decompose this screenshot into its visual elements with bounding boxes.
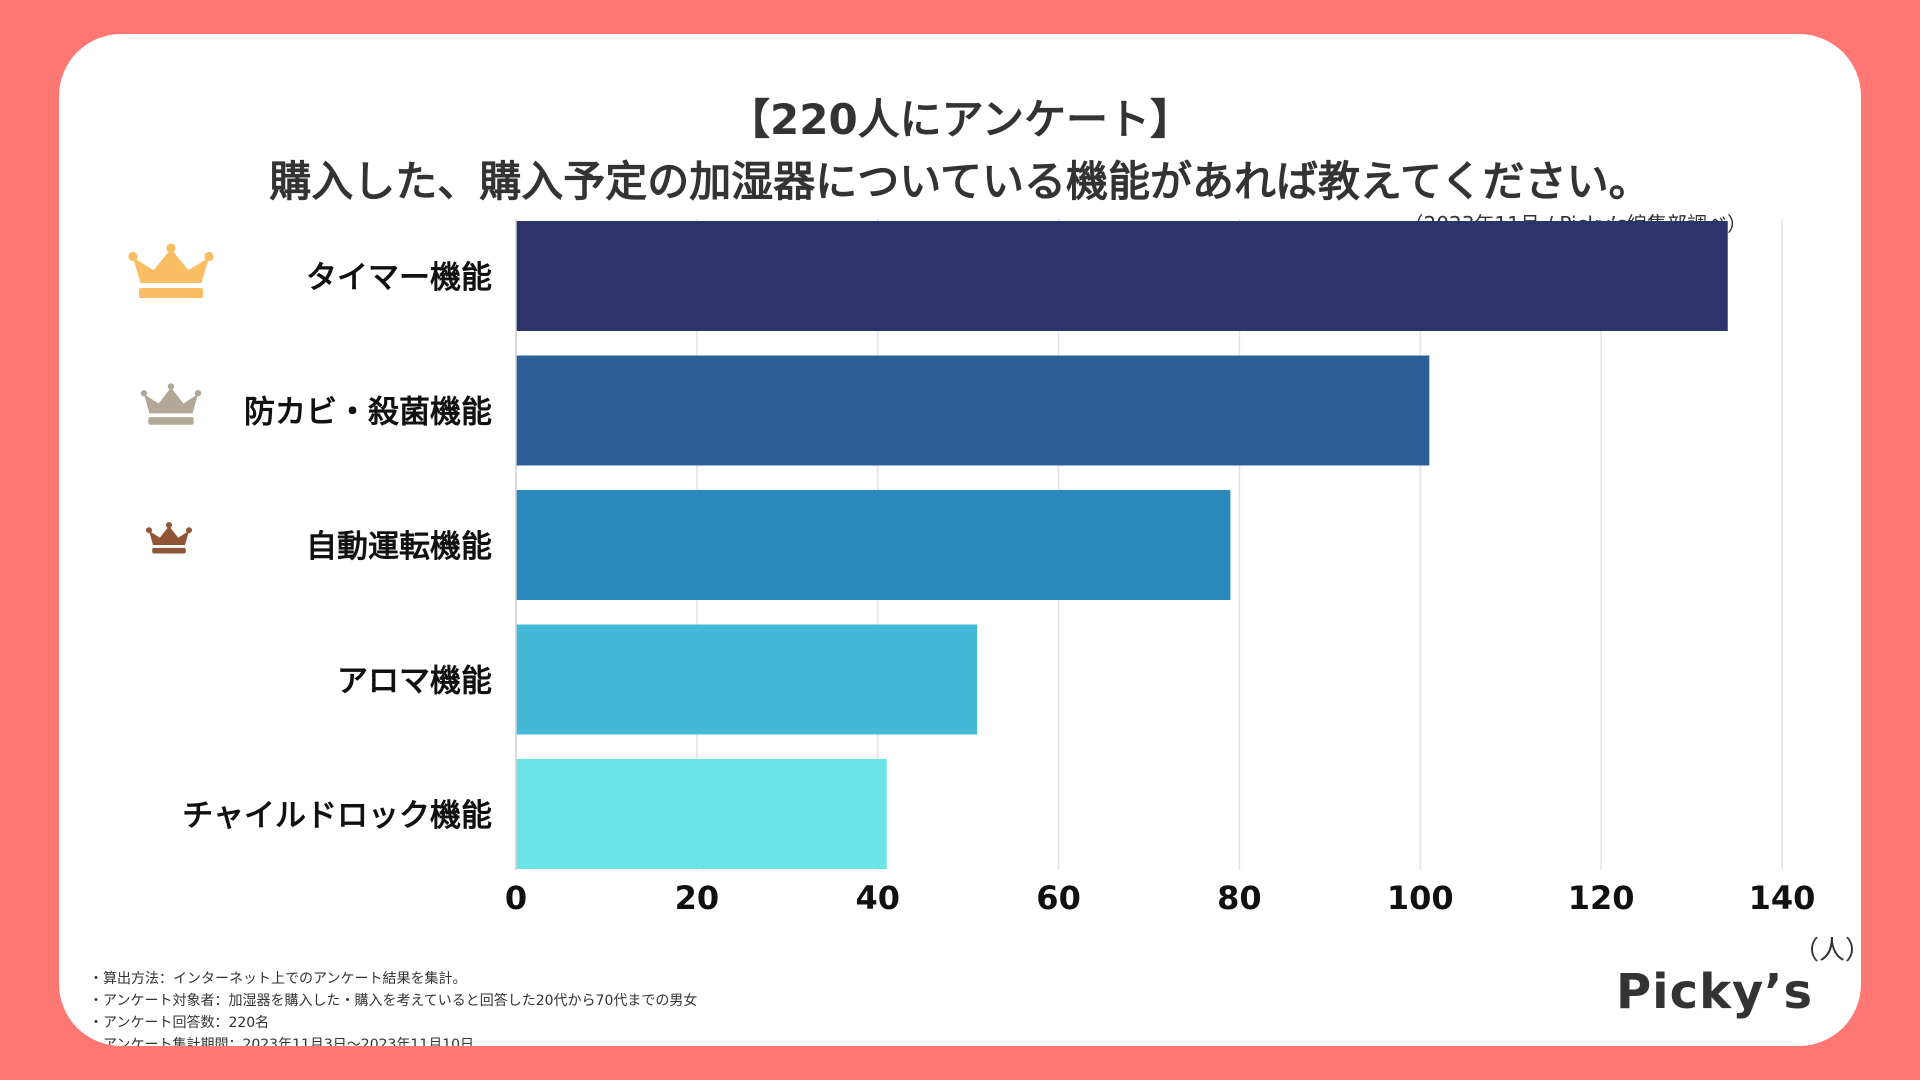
bar-2 (516, 355, 1430, 466)
category-label-3: 自動運転機能 (306, 529, 492, 565)
note-method: ・算出方法：インターネット上でのアンケート結果を集計。 (89, 971, 467, 987)
bar-3 (516, 490, 1231, 600)
chart-card: 【220人にアンケート】 購入した、購入予定の加湿器についている機能があれば教え… (59, 34, 1861, 1046)
x-tick-label-20: 20 (675, 879, 720, 917)
survey-notes: ・算出方法：インターネット上でのアンケート結果を集計。 ・アンケート対象者：加湿… (89, 968, 697, 1046)
bar-4 (516, 624, 978, 735)
chart-subtitle: 購入した、購入予定の加湿器についている機能があれば教えてください。 (269, 157, 1651, 206)
crown-silver-icon (140, 383, 202, 425)
note-target: ・アンケート対象者：加湿器を購入した・購入を考えていると回答した20代から70代… (89, 993, 698, 1009)
category-label-4: アロマ機能 (337, 664, 492, 700)
note-count: ・アンケート回答数：220名 (89, 1015, 270, 1031)
note-period: ・アンケート集計期間：2023年11月3日〜2023年11月10日 (89, 1037, 475, 1046)
picky-s-logo: Picky’s (1616, 964, 1814, 1020)
x-tick-label-80: 80 (1217, 879, 1262, 917)
category-label-1: タイマー機能 (306, 260, 492, 296)
x-tick-label-120: 120 (1568, 879, 1635, 917)
chart-title: 【220人にアンケート】 (728, 95, 1192, 144)
x-tick-label-0: 0 (505, 879, 527, 917)
crown-bronze-icon (146, 522, 192, 554)
x-axis-unit: （人） (1793, 936, 1861, 966)
category-label-5: チャイルドロック機能 (182, 798, 492, 834)
x-tick-label-40: 40 (855, 879, 900, 917)
category-label-2: 防カビ・殺菌機能 (244, 395, 492, 431)
bar-1 (516, 221, 1728, 331)
x-tick-label-100: 100 (1387, 879, 1454, 917)
bar-5 (516, 759, 887, 869)
crown-gold-icon (128, 243, 214, 298)
x-tick-label-60: 60 (1036, 879, 1081, 917)
x-tick-label-140: 140 (1749, 879, 1816, 917)
